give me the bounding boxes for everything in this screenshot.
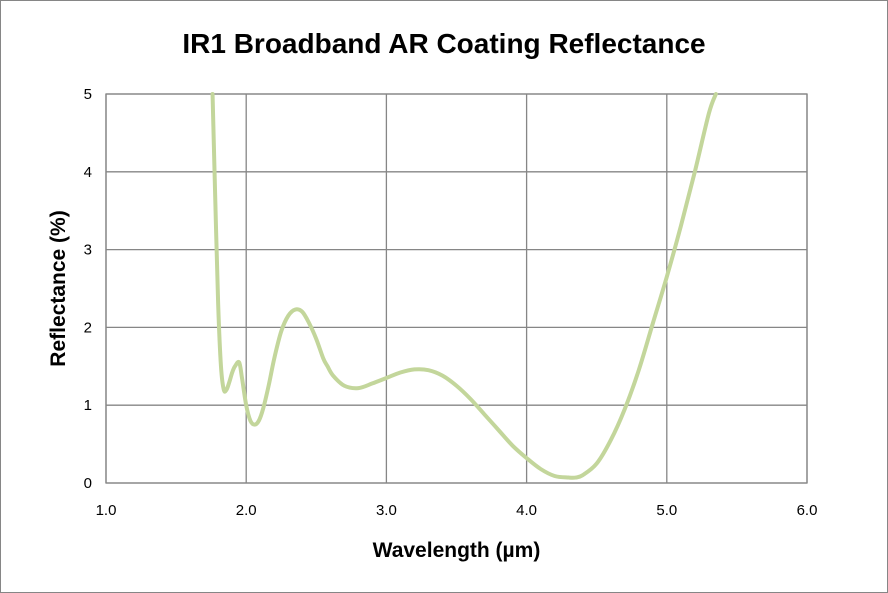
x-tick-label: 1.0: [96, 502, 117, 519]
reflectance-series-line: [210, 92, 718, 480]
y-tick-label: 1: [84, 397, 92, 414]
y-tick-label: 4: [84, 164, 92, 181]
series-layer: [210, 92, 718, 480]
x-tick-label: 6.0: [797, 502, 818, 519]
y-tick-label: 5: [84, 86, 92, 103]
x-tick-label: 2.0: [236, 502, 257, 519]
y-axis-title: Reflectance (%): [47, 210, 70, 366]
y-tick-label: 0: [84, 475, 92, 492]
x-tick-label: 3.0: [376, 502, 397, 519]
chart-title: IR1 Broadband AR Coating Reflectance: [182, 28, 705, 59]
y-tick-label: 2: [84, 319, 92, 336]
plot-area-border: [105, 93, 808, 484]
tick-labels: 1.0 2.0 3.0 4.0 5.0 6.0 0 1 2 3 4 5: [84, 86, 818, 519]
x-tick-label: 4.0: [516, 502, 537, 519]
x-tick-label: 5.0: [656, 502, 677, 519]
gridlines: [105, 93, 808, 484]
x-axis-title: Wavelength (µm): [373, 539, 541, 562]
y-tick-label: 3: [84, 242, 92, 259]
